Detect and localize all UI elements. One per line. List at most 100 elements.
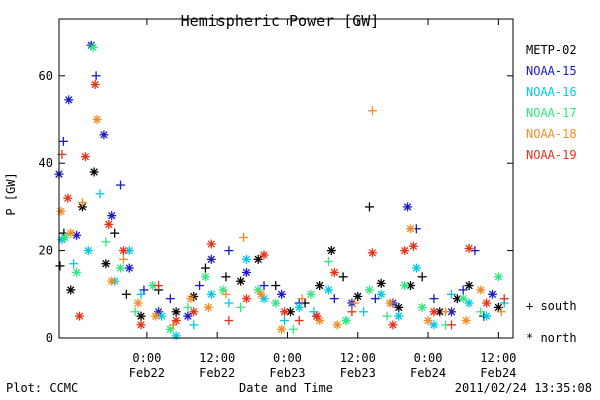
x-tick-label-date: Feb22 [129,366,165,380]
x-axis-label: Date and Time [239,381,333,395]
data-point-north [394,302,404,312]
x-tick-label-date: Feb22 [199,366,235,380]
data-point-north [124,263,134,273]
data-point-north [429,307,439,317]
data-point-north [458,294,468,304]
data-point-south [259,281,269,291]
data-point-north [294,302,304,312]
data-point-north [306,289,316,299]
data-point-south [329,294,339,304]
data-point-north [423,316,433,326]
x-tick-label-date: Feb23 [340,366,376,380]
data-point-south [347,307,357,317]
data-point-south [271,281,281,291]
data-point-south [239,232,249,242]
data-point-south [183,302,193,312]
data-point-north [417,302,427,312]
data-point-south [110,228,120,238]
x-tick-label-time: 0:00 [132,351,161,365]
legend-entry: METP-02 [526,43,577,57]
data-point-south [189,320,199,330]
data-point-south [499,294,509,304]
data-point-south [224,316,234,326]
data-point-north [332,320,342,330]
data-point-north [241,267,251,277]
data-point-north [236,276,246,286]
data-point-south [121,289,131,299]
data-point-north [364,285,374,295]
data-point-north [482,298,492,308]
data-point-north [64,95,74,105]
data-point-north [92,115,102,125]
data-point-north [476,285,486,295]
data-point-north [241,254,251,264]
data-point-north [411,263,421,273]
data-point-south [77,198,87,208]
data-point-north [277,324,287,334]
data-point-north [493,272,503,282]
data-point-north [271,298,281,308]
data-point-north [133,298,143,308]
data-point-north [101,259,111,269]
data-point-south [323,257,333,267]
data-point-north [66,228,76,238]
data-point-north [206,254,216,264]
data-point-north [429,320,439,330]
data-point-south [69,259,79,269]
data-point-north [280,307,290,317]
data-point-north [277,289,287,299]
x-tick-label-time: 0:00 [273,351,302,365]
data-point-north [72,267,82,277]
data-point-south [382,311,392,321]
y-axis: 0 20 40 60 [39,69,513,345]
data-point-south [165,294,175,304]
data-point-north [464,281,474,291]
x-tick-label-date: Feb24 [410,366,446,380]
data-point-north [385,298,395,308]
data-point-north [151,311,161,321]
data-point-north [63,193,73,203]
data-point-south [441,307,451,317]
data-point-north [241,294,251,304]
data-point-north [487,289,497,299]
series-noaa-19 [57,80,509,330]
data-point-south [446,289,456,299]
data-point-north [203,302,213,312]
data-point-south [236,302,246,312]
legend-entry: NOAA-16 [526,85,577,99]
data-point-south [95,189,105,199]
data-point-north [482,311,492,321]
data-point-south [370,294,380,304]
data-point-north [353,291,363,301]
data-point-south [91,71,101,81]
data-point-south [364,202,374,212]
series-noaa-15 [54,40,497,321]
data-point-north [323,285,333,295]
data-point-south [136,289,146,299]
data-point-north [206,239,216,249]
x-tick-label-time: 12:00 [340,351,376,365]
x-tick-label-time: 12:00 [480,351,516,365]
data-point-south [476,307,486,317]
data-point-north [189,307,199,317]
data-point-north [326,246,336,256]
data-point-north [107,211,117,221]
data-point-south [417,272,427,282]
marker-legend: + south * north [526,299,577,345]
data-point-north [88,42,98,52]
data-point-north [394,311,404,321]
data-point-north [259,250,269,260]
footer-source: Plot: CCMC [6,381,78,395]
data-point-south [130,307,140,317]
data-point-north [165,324,175,334]
data-point-south [118,254,128,264]
data-point-south [200,263,210,273]
legend-entry: NOAA-17 [526,106,577,120]
data-point-south [224,246,234,256]
data-point-north [136,320,146,330]
data-point-north [315,281,325,291]
data-point-south [221,289,231,299]
marker-legend-south: + south [526,299,577,313]
data-point-north [461,316,471,326]
